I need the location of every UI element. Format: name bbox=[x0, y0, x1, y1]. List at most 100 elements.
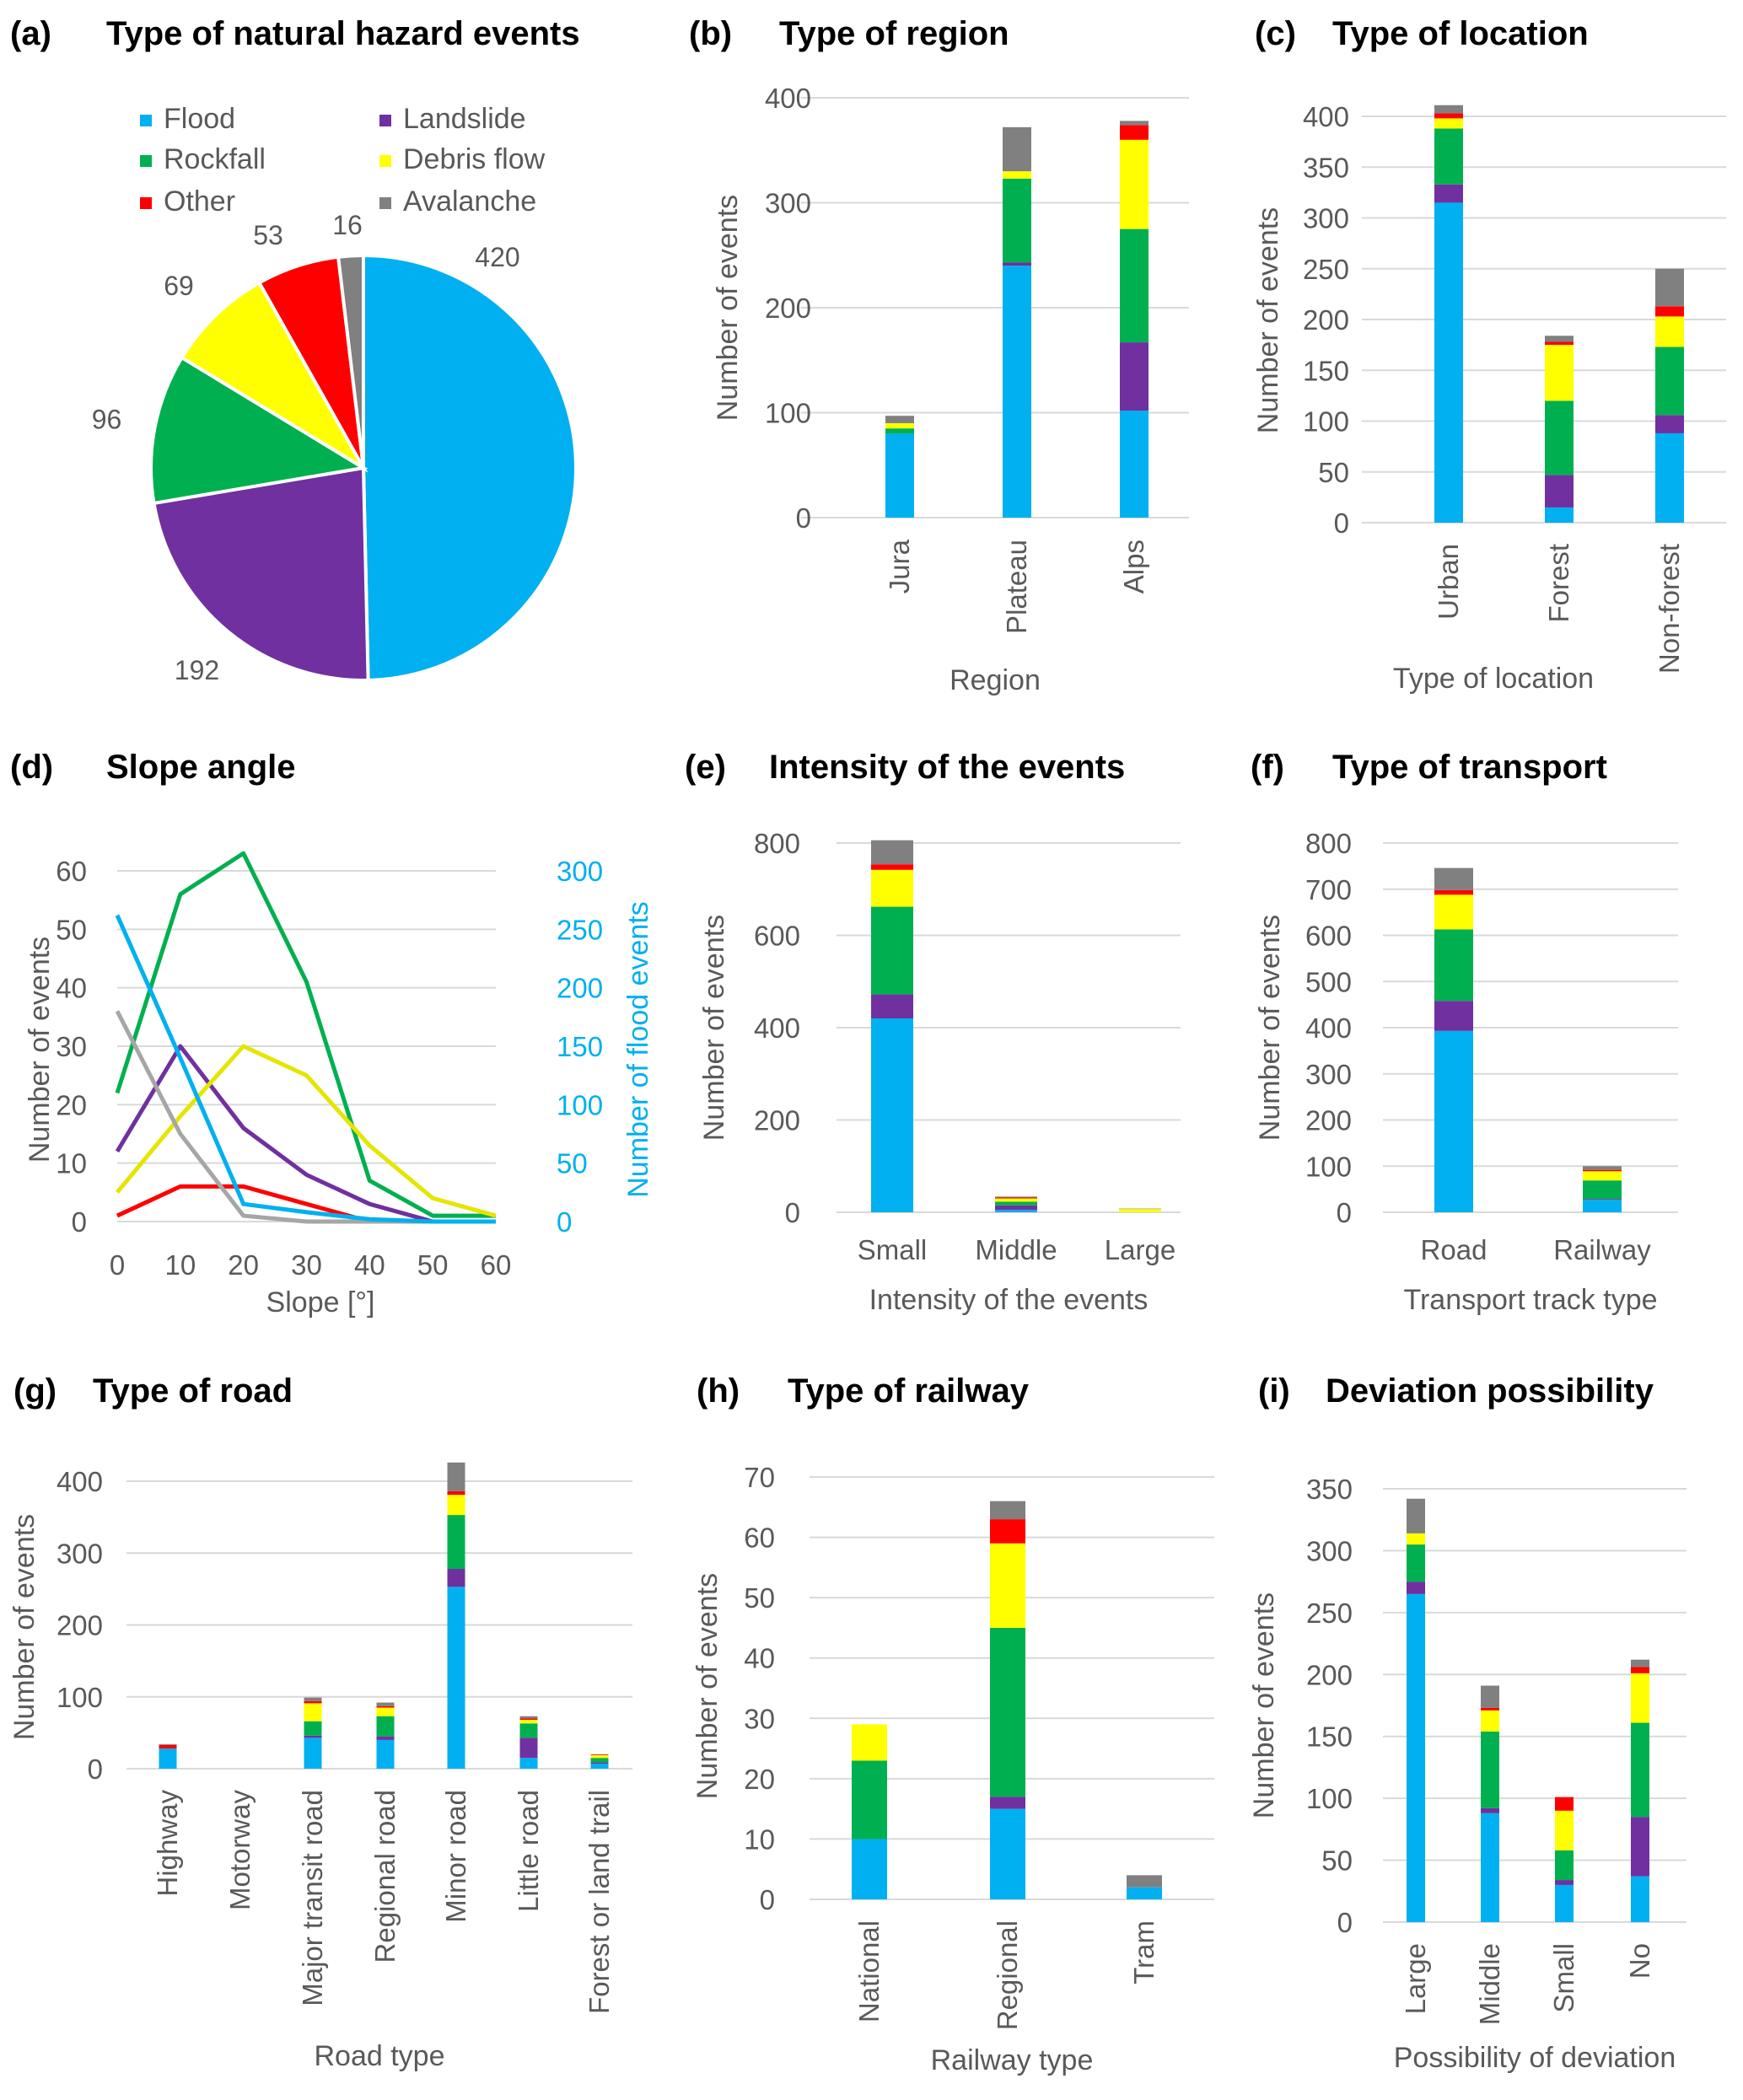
line-series-flood bbox=[115, 914, 496, 1224]
pie-value-label: 69 bbox=[164, 271, 194, 301]
y2-tick-label: 100 bbox=[557, 1089, 603, 1120]
bar-segment-avalanche bbox=[1481, 1685, 1499, 1708]
bar-segment-avalanche bbox=[990, 1501, 1025, 1520]
bar-segment-rockfall bbox=[995, 1201, 1037, 1206]
x-tick-label: Middle bbox=[975, 1234, 1057, 1265]
bar-segment-rockfall bbox=[1434, 929, 1473, 1002]
panel-i-tag: (i) bbox=[1258, 1372, 1290, 1410]
bar-segment-debris bbox=[1003, 171, 1031, 179]
bar-segment-landslide bbox=[995, 1205, 1037, 1211]
legend-item-rockfall: Rockfall bbox=[140, 143, 266, 176]
bar-segment-debris bbox=[1583, 1171, 1622, 1181]
bar-segment-flood bbox=[1545, 507, 1574, 523]
bar-segment-avalanche bbox=[1407, 1498, 1425, 1533]
bar-segment-other bbox=[590, 1754, 609, 1755]
bar-segment-other bbox=[1555, 1797, 1574, 1811]
bar-segment-flood bbox=[1434, 1030, 1473, 1212]
bar-segment-flood bbox=[376, 1739, 395, 1769]
x-tick-label: Alps bbox=[1118, 540, 1149, 593]
bar-segment-debris bbox=[871, 869, 913, 907]
x-tick-label: Regional road bbox=[369, 1790, 401, 1963]
bar-segment-landslide bbox=[304, 1735, 322, 1738]
bar-segment-flood bbox=[1583, 1200, 1622, 1212]
x-axis-label: Slope [°] bbox=[266, 1286, 375, 1319]
bar-segment-flood bbox=[995, 1210, 1037, 1212]
bar-segment-rockfall bbox=[1120, 228, 1149, 343]
bar-segment-avalanche bbox=[447, 1462, 465, 1491]
bar-segment-avalanche bbox=[1003, 126, 1031, 172]
bar-segment-flood bbox=[871, 1018, 913, 1212]
bar-segment-avalanche bbox=[1434, 105, 1463, 114]
y-tick-label: 800 bbox=[754, 828, 800, 859]
y2-tick-label: 300 bbox=[557, 856, 603, 887]
bar-segment-debris bbox=[1545, 345, 1574, 401]
y-tick-label: 0 bbox=[1334, 508, 1349, 539]
bar-segment-other bbox=[519, 1718, 538, 1721]
y-axis-label: Number of events bbox=[698, 915, 730, 1141]
x-tick-label: Little road bbox=[513, 1790, 544, 1912]
bar-segment-avalanche bbox=[159, 1744, 177, 1745]
legend: Flood Landslide Rockfall Debris flow Oth… bbox=[140, 103, 578, 229]
x-tick-label: Railway bbox=[1553, 1234, 1651, 1265]
bar-segment-debris bbox=[1481, 1710, 1499, 1732]
bar-segment-avalanche bbox=[1655, 268, 1684, 307]
y-tick-label: 200 bbox=[754, 1105, 800, 1136]
panel-h-title: Type of railway bbox=[788, 1372, 1030, 1410]
legend-swatch-flood bbox=[140, 115, 152, 127]
bar-segment-other bbox=[376, 1705, 395, 1708]
y2-tick-label: 200 bbox=[557, 973, 603, 1004]
y2-axis-label: Number of flood events bbox=[622, 901, 654, 1198]
bar-segment-other bbox=[1545, 341, 1574, 346]
legend-swatch-avalanche bbox=[379, 197, 391, 210]
bar-segment-flood bbox=[1555, 1884, 1574, 1922]
y-tick-label: 400 bbox=[1305, 1012, 1352, 1044]
bar-segment-other bbox=[1655, 306, 1684, 317]
bar-segment-rockfall bbox=[519, 1723, 538, 1738]
x-tick-label: Tram bbox=[1128, 1920, 1159, 1985]
y-tick-label: 50 bbox=[56, 914, 87, 945]
y-tick-label: 300 bbox=[1305, 1059, 1352, 1090]
bar-segment-landslide bbox=[519, 1737, 538, 1759]
bar-segment-flood bbox=[852, 1839, 887, 1899]
chart-a: 420 192 96 69 53 16 bbox=[92, 210, 578, 685]
bar-segment-debris bbox=[1120, 139, 1149, 229]
bar-segment-rockfall bbox=[852, 1760, 887, 1840]
x-tick-label: Minor road bbox=[440, 1790, 471, 1923]
pie-value-label: 16 bbox=[332, 210, 363, 240]
bar-segment-debris bbox=[995, 1198, 1037, 1202]
x-tick-label: 0 bbox=[110, 1249, 125, 1281]
bar-segment-flood bbox=[1120, 411, 1149, 518]
panel-e-tag: (e) bbox=[685, 749, 726, 786]
y-tick-label: 200 bbox=[56, 1610, 103, 1641]
y-tick-label: 0 bbox=[72, 1206, 87, 1238]
legend-swatch-landslide bbox=[379, 115, 391, 127]
legend-label-debris: Debris flow bbox=[403, 143, 546, 175]
y-axis-label: Number of events bbox=[8, 1514, 40, 1740]
pie-value-label: 53 bbox=[253, 220, 283, 250]
bar-segment-other bbox=[1120, 125, 1149, 140]
bar-segment-rockfall bbox=[1555, 1850, 1574, 1881]
bar-segment-rockfall bbox=[1655, 346, 1684, 416]
bar-segment-flood bbox=[159, 1748, 177, 1769]
bar-segment-landslide bbox=[990, 1797, 1025, 1809]
bar-segment-flood bbox=[1003, 266, 1031, 518]
y-tick-label: 0 bbox=[88, 1754, 103, 1785]
y-tick-label: 60 bbox=[744, 1523, 775, 1554]
y-tick-label: 0 bbox=[796, 502, 811, 534]
pie-value-label: 420 bbox=[475, 242, 519, 272]
y-tick-label: 100 bbox=[1305, 1151, 1352, 1182]
pie-slice-avalanche bbox=[336, 253, 365, 469]
y-tick-label: 800 bbox=[1305, 828, 1352, 859]
bar-segment-landslide bbox=[1003, 262, 1031, 266]
bar-segment-rockfall bbox=[1434, 128, 1463, 185]
x-tick-label: 40 bbox=[354, 1249, 385, 1281]
y-tick-label: 200 bbox=[765, 293, 811, 324]
y-tick-label: 40 bbox=[744, 1643, 775, 1674]
bar-segment-debris bbox=[447, 1495, 465, 1516]
legend-item-avalanche: Avalanche bbox=[379, 185, 536, 218]
bar-segment-debris bbox=[1555, 1810, 1574, 1850]
legend-item-other: Other bbox=[140, 185, 235, 218]
legend-label-avalanche: Avalanche bbox=[403, 185, 537, 218]
y-tick-label: 0 bbox=[760, 1884, 775, 1915]
legend-item-flood: Flood bbox=[140, 103, 235, 136]
